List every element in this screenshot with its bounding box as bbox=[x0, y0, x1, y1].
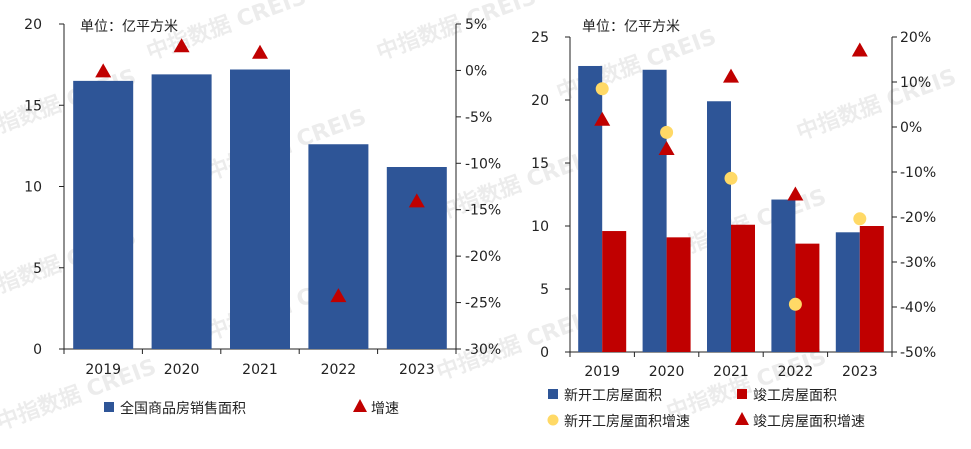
right-tick-label: 0% bbox=[465, 63, 487, 79]
legend-label: 增速 bbox=[371, 401, 399, 417]
legend-label: 新开工房屋面积增速 bbox=[564, 414, 690, 430]
left-tick-label: 20 bbox=[24, 17, 42, 33]
growth-circle-point bbox=[595, 82, 609, 96]
x-tick-label: 2019 bbox=[85, 362, 121, 378]
left-tick-label: 15 bbox=[531, 156, 549, 172]
left-tick-label: 10 bbox=[24, 180, 42, 196]
chart-construction-area: 单位：亿平方米 0 5 10 15 20 25 -50% -40% -30% -20% -10% 0% 1… bbox=[531, 19, 936, 430]
growth-triangle-point bbox=[330, 288, 347, 303]
right-tick-label: 10% bbox=[900, 75, 931, 91]
right-tick-label: -10% bbox=[900, 165, 936, 181]
growth-triangle-point bbox=[95, 63, 112, 78]
legend-square-swatch bbox=[548, 389, 558, 399]
bar bbox=[642, 69, 667, 352]
growth-triangle-point bbox=[851, 42, 868, 57]
bar bbox=[835, 232, 860, 352]
growth-triangle-point bbox=[173, 38, 190, 53]
x-tick-label: 2022 bbox=[778, 364, 814, 380]
right-tick-label: -5% bbox=[465, 110, 492, 126]
growth-triangle-point bbox=[658, 141, 675, 156]
bar bbox=[707, 101, 731, 352]
legend-triangle-swatch bbox=[735, 412, 749, 425]
right-tick-label: -20% bbox=[900, 210, 936, 226]
right-tick-label: -40% bbox=[900, 300, 936, 316]
left-tick-label: 10 bbox=[531, 219, 549, 235]
bar bbox=[230, 69, 290, 349]
watermark-text: 中指数据 CREIS bbox=[433, 304, 600, 386]
x-tick-label: 2022 bbox=[321, 362, 357, 378]
growth-circle-point bbox=[724, 171, 738, 185]
bar bbox=[73, 80, 134, 349]
bar bbox=[578, 65, 603, 352]
watermark-text: 中指数据 CREIS bbox=[433, 144, 600, 226]
left-tick-label: 0 bbox=[33, 342, 42, 358]
legend-label: 竣工房屋面积 bbox=[753, 388, 837, 404]
bar bbox=[308, 144, 369, 349]
right-tick-label: -10% bbox=[465, 156, 501, 172]
x-tick-label: 2019 bbox=[584, 364, 620, 380]
left-tick-label: 25 bbox=[531, 30, 549, 46]
right-tick-label: -30% bbox=[900, 255, 936, 271]
unit-label: 单位：亿平方米 bbox=[80, 19, 178, 35]
growth-circle-point bbox=[660, 125, 674, 139]
legend-label: 全国商品房销售面积 bbox=[120, 400, 246, 417]
right-tick-label: -30% bbox=[465, 342, 501, 358]
right-tick-label: 20% bbox=[900, 30, 931, 46]
legend-circle-swatch bbox=[547, 414, 559, 426]
left-tick-label: 15 bbox=[24, 98, 42, 114]
left-tick-label: 0 bbox=[540, 345, 549, 361]
right-tick-label: -50% bbox=[900, 345, 936, 361]
bar bbox=[859, 226, 884, 352]
right-tick-label: -15% bbox=[465, 203, 501, 219]
bar bbox=[731, 224, 755, 352]
legend-square-swatch bbox=[737, 389, 747, 399]
bar bbox=[771, 199, 796, 352]
watermark-text: 中指数据 CREIS bbox=[553, 24, 720, 106]
right-tick-label: 0% bbox=[900, 120, 922, 136]
growth-triangle-point bbox=[723, 68, 739, 83]
bar bbox=[795, 243, 820, 352]
unit-label: 单位：亿平方米 bbox=[582, 19, 680, 35]
growth-triangle-point bbox=[787, 186, 804, 201]
growth-circle-point bbox=[788, 297, 802, 311]
right-tick-label: -25% bbox=[465, 296, 501, 312]
growth-triangle-point bbox=[408, 193, 425, 208]
left-tick-label: 5 bbox=[33, 261, 42, 277]
legend-triangle-swatch bbox=[353, 399, 367, 412]
left-tick-label: 20 bbox=[531, 93, 549, 109]
bar bbox=[666, 237, 691, 352]
x-tick-label: 2021 bbox=[242, 362, 278, 378]
x-tick-label: 2020 bbox=[649, 364, 685, 380]
chart-sales-area: 单位：亿平方米 0 5 10 15 20 -30% -25% -20% -15% -10% -5% 0%… bbox=[24, 17, 501, 417]
legend-label: 竣工房屋面积增速 bbox=[753, 414, 865, 430]
legend-label: 新开工房屋面积 bbox=[564, 388, 662, 404]
watermark-text: 中指数据 CREIS bbox=[793, 64, 960, 146]
right-tick-label: -20% bbox=[465, 249, 501, 265]
watermark-text: 中指数据 CREIS bbox=[0, 354, 160, 436]
growth-triangle-point bbox=[252, 44, 268, 59]
x-tick-label: 2021 bbox=[713, 364, 749, 380]
growth-triangle-point bbox=[594, 111, 611, 126]
growth-circle-point bbox=[853, 212, 867, 226]
bar bbox=[602, 231, 627, 352]
bar bbox=[151, 74, 212, 349]
x-tick-label: 2023 bbox=[842, 364, 878, 380]
x-tick-label: 2020 bbox=[164, 362, 200, 378]
x-tick-label: 2023 bbox=[399, 362, 435, 378]
legend-square-swatch bbox=[104, 402, 114, 412]
left-tick-label: 5 bbox=[540, 282, 549, 298]
right-tick-label: 5% bbox=[465, 17, 487, 33]
